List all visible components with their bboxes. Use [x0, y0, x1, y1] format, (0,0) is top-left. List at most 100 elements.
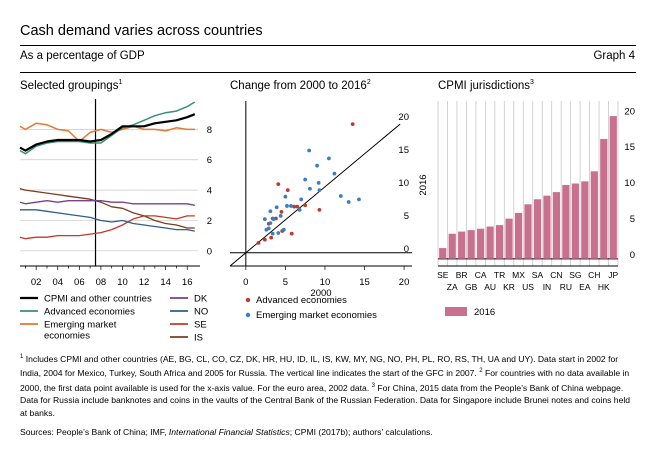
- left-x-tick-label: 06: [74, 277, 85, 288]
- middle-scatter-point: [307, 148, 312, 153]
- middle-y-tick-label: 0: [404, 244, 409, 255]
- footnote-marker: 2: [479, 368, 483, 375]
- right-x-tick-label: JP: [608, 270, 618, 280]
- middle-scatter-point: [357, 197, 361, 202]
- left-legend-label: IS: [194, 333, 203, 344]
- middle-scatter-point: [316, 180, 321, 185]
- right-bar-mx: [514, 212, 523, 259]
- middle-scatter-point: [268, 221, 273, 226]
- left-x-tick-label: 02: [31, 277, 42, 288]
- left-x-tick-label: 08: [96, 277, 107, 288]
- middle-scatter-point: [269, 235, 274, 240]
- footnotes: 1 Includes CPMI and other countries (AE,…: [20, 351, 636, 420]
- middle-scatter-point: [276, 231, 281, 235]
- sources-prefix: Sources: People’s Bank of China; IMF,: [20, 427, 169, 437]
- middle-scatter-point: [289, 231, 294, 236]
- middle-scatter-point: [289, 204, 293, 208]
- middle-scatter-point: [303, 177, 308, 182]
- middle-scatter-point: [346, 200, 351, 204]
- middle-legend-marker: [245, 297, 251, 303]
- middle-panel-title-text: Change from 2000 to 2016: [230, 79, 367, 92]
- right-bar-jp: [609, 116, 617, 259]
- middle-scatter-point: [308, 186, 312, 191]
- middle-scatter-point: [303, 203, 308, 208]
- left-y-tick-label: 6: [207, 155, 212, 166]
- middle-y-axis-label: 2016: [418, 174, 429, 195]
- left-series-line-no: [20, 209, 195, 232]
- middle-scatter-point: [292, 204, 296, 209]
- right-bar-hk: [600, 139, 608, 259]
- right-legend-label: 2016: [474, 307, 495, 318]
- middle-x-tick-label: 15: [359, 277, 370, 288]
- footnote-marker: 1: [20, 354, 24, 360]
- right-x-tick-label: CA: [475, 270, 487, 280]
- right-bar-gb: [467, 230, 475, 259]
- middle-legend-label: Emerging market economies: [256, 310, 377, 321]
- sources-note: Sources: People’s Bank of China; IMF, In…: [20, 427, 636, 437]
- right-x-tick-label: TR: [494, 270, 505, 280]
- middle-x-tick-label: 0: [243, 277, 248, 288]
- middle-scatter-point: [256, 241, 261, 245]
- left-series-line-dk: [19, 200, 195, 206]
- right-bar-us: [524, 204, 532, 259]
- right-y-tick-label: 0: [630, 250, 635, 261]
- middle-panel-title: Change from 2000 to 20162: [230, 79, 371, 92]
- middle-scatter-point: [262, 217, 267, 222]
- middle-scatter-point: [338, 194, 343, 198]
- left-legend-label: CPMI and other countries: [44, 294, 152, 305]
- middle-diagonal-line: [229, 123, 401, 267]
- right-bar-za: [448, 233, 456, 259]
- middle-scatter-point: [285, 188, 290, 193]
- middle-scatter-point: [332, 171, 337, 176]
- left-series-line-is: [19, 187, 195, 229]
- left-series-line-cpmi-and-other-countries: [19, 113, 196, 152]
- right-bar-ru: [562, 184, 570, 259]
- left-legend-label: Emerging market: [44, 320, 117, 331]
- right-bar-ca: [477, 228, 485, 259]
- right-bar-cn: [552, 192, 561, 259]
- left-panel-title: Selected groupings1: [20, 79, 122, 92]
- middle-scatter-point: [262, 237, 267, 242]
- left-panel-title-text: Selected groupings: [20, 79, 119, 92]
- right-x-tick-label: RU: [560, 282, 572, 292]
- right-x-tick-label: BR: [456, 270, 468, 280]
- left-y-tick-label: 4: [207, 186, 212, 197]
- footnote-text: For countries with no data available in …: [20, 368, 630, 393]
- right-bar-tr: [495, 225, 504, 259]
- middle-scatter-point: [276, 182, 281, 187]
- footnote-text: Includes CPMI and other countries (AE, B…: [20, 353, 619, 379]
- middle-y-tick-label: 15: [398, 145, 409, 156]
- middle-panel-title-sup: 2: [366, 79, 371, 86]
- left-y-tick-label: 8: [207, 125, 212, 136]
- right-bar-in: [543, 195, 551, 259]
- middle-scatter-point: [317, 208, 322, 212]
- middle-scatter-point: [281, 227, 286, 232]
- middle-x-tick-label: 5: [283, 277, 288, 288]
- left-legend-label: DK: [194, 294, 208, 305]
- middle-x-tick-label: 20: [399, 277, 410, 288]
- right-bar-kr: [505, 218, 513, 259]
- right-bar-br: [458, 231, 466, 259]
- middle-y-tick-label: 5: [404, 211, 409, 222]
- middle-scatter-point: [350, 122, 355, 126]
- left-series-line-emerging-market-economies: [19, 122, 195, 143]
- right-x-tick-label: IN: [543, 282, 552, 292]
- right-panel-title-sup: 3: [530, 79, 534, 86]
- middle-scatter-point: [295, 204, 300, 209]
- middle-scatter-point: [299, 197, 304, 202]
- right-panel-title-text: CPMI jurisdictions: [438, 79, 531, 92]
- left-legend-label: SE: [194, 320, 207, 331]
- right-bar-sg: [571, 183, 579, 259]
- middle-legend-label: Advanced economies: [256, 295, 347, 306]
- middle-scatter-point: [279, 209, 284, 214]
- middle-scatter-point: [297, 208, 302, 212]
- middle-legend-marker: [245, 312, 251, 318]
- right-x-tick-label: GB: [465, 282, 478, 292]
- right-x-tick-label: MX: [512, 270, 525, 280]
- left-y-tick-label: 2: [207, 216, 212, 227]
- middle-scatter-point: [283, 194, 288, 199]
- right-x-tick-label: CN: [550, 270, 562, 280]
- right-y-tick-label: 5: [630, 214, 635, 225]
- right-bar-ea: [581, 181, 589, 259]
